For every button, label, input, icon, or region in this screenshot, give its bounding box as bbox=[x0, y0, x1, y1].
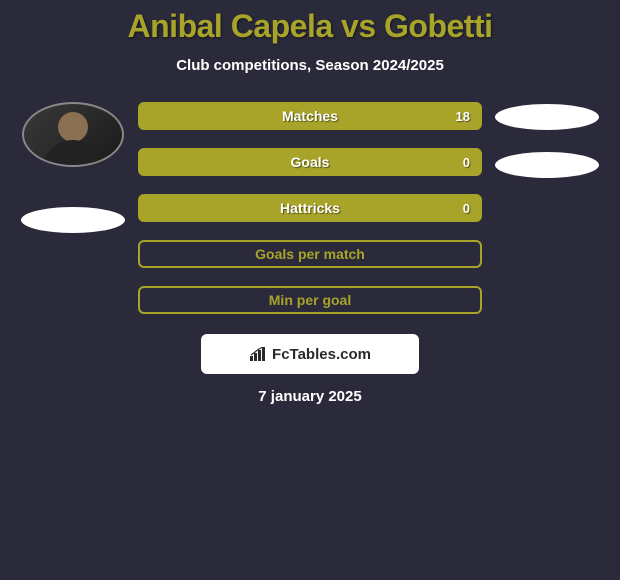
stat-value: 0 bbox=[463, 201, 470, 216]
stat-label: Goals bbox=[291, 154, 330, 170]
stat-label: Goals per match bbox=[255, 246, 365, 262]
date-text: 7 january 2025 bbox=[10, 388, 610, 405]
content-row: Matches 18 Goals 0 Hattricks 0 Goals per… bbox=[10, 102, 610, 314]
avatar-head bbox=[58, 112, 88, 142]
stat-bar-goals-per-match: Goals per match bbox=[138, 240, 482, 268]
stat-value: 18 bbox=[456, 109, 470, 124]
avatar-body bbox=[43, 140, 103, 167]
stat-bar-matches: Matches 18 bbox=[138, 102, 482, 130]
badge-text: FcTables.com bbox=[272, 346, 371, 363]
player-badge-right-2 bbox=[495, 152, 599, 178]
stat-bar-hattricks: Hattricks 0 bbox=[138, 194, 482, 222]
player-badge-right-1 bbox=[495, 104, 599, 130]
stat-bar-goals: Goals 0 bbox=[138, 148, 482, 176]
stats-column: Matches 18 Goals 0 Hattricks 0 Goals per… bbox=[138, 102, 482, 314]
player-badge-left bbox=[21, 207, 125, 233]
page-title: Anibal Capela vs Gobetti bbox=[10, 8, 610, 45]
player-left-column bbox=[18, 102, 128, 255]
chart-icon bbox=[249, 347, 267, 361]
stat-value: 0 bbox=[463, 155, 470, 170]
stat-label: Matches bbox=[282, 108, 338, 124]
subtitle: Club competitions, Season 2024/2025 bbox=[10, 57, 610, 74]
player-avatar-left bbox=[22, 102, 124, 167]
footer-badge[interactable]: FcTables.com bbox=[201, 334, 419, 374]
stat-label: Min per goal bbox=[269, 292, 351, 308]
stat-label: Hattricks bbox=[280, 200, 340, 216]
stat-bar-min-per-goal: Min per goal bbox=[138, 286, 482, 314]
infographic-container: Anibal Capela vs Gobetti Club competitio… bbox=[0, 0, 620, 413]
player-right-column bbox=[492, 102, 602, 200]
